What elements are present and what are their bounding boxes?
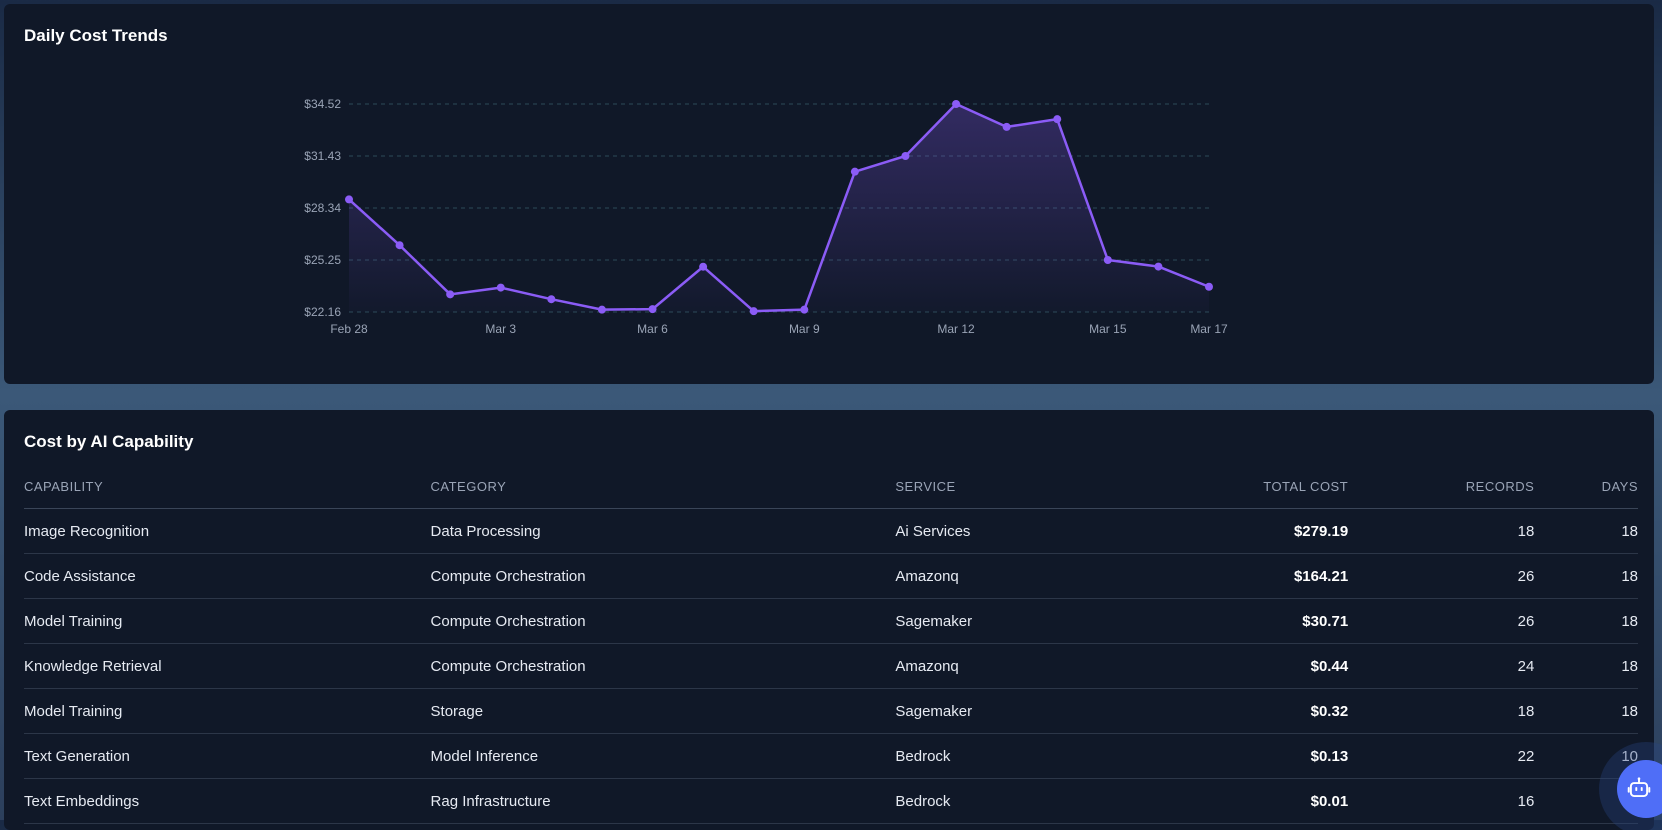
- table-row: Text Embeddings Rag Infrastructure Bedro…: [24, 778, 1638, 824]
- table-row: Knowledge Retrieval Compute Orchestratio…: [24, 643, 1638, 689]
- data-point[interactable]: [699, 262, 708, 271]
- cell-total-cost: $0.32: [1197, 688, 1349, 734]
- table-row: Code Assistance Compute Orchestration Am…: [24, 553, 1638, 599]
- header-total-cost[interactable]: TOTAL COST: [1197, 464, 1349, 509]
- cell-records: 18: [1348, 508, 1535, 554]
- table-header-row: CAPABILITY CATEGORY SERVICE TOTAL COST R…: [24, 464, 1638, 509]
- cell-days: 18: [1534, 508, 1638, 554]
- cell-capability: Code Assistance: [24, 553, 431, 599]
- daily-cost-chart: $22.16 $25.25 $28.34 $31.43 $34.52 Feb 28 Mar …: [304, 97, 1228, 336]
- cell-category: Data Processing: [430, 508, 896, 554]
- cell-days: 10: [1534, 733, 1638, 779]
- data-point[interactable]: [1103, 256, 1112, 264]
- cell-category: Compute Orchestration: [430, 598, 896, 644]
- cell-records: 24: [1348, 643, 1535, 689]
- ai-assistant-button[interactable]: [1617, 760, 1662, 818]
- cell-total-cost: $0.13: [1197, 733, 1349, 779]
- data-point[interactable]: [597, 305, 606, 314]
- cell-service: Bedrock: [895, 733, 1198, 779]
- data-point[interactable]: [749, 307, 758, 316]
- cell-service: Ai Services: [895, 508, 1198, 554]
- cell-days: 18: [1534, 553, 1638, 599]
- x-tick-label: Mar 12: [937, 322, 975, 336]
- header-records[interactable]: RECORDS: [1348, 464, 1535, 509]
- y-tick-label: $31.43: [304, 149, 341, 163]
- data-point[interactable]: [1154, 262, 1163, 271]
- x-tick-label: Mar 6: [637, 322, 668, 336]
- header-capability[interactable]: CAPABILITY: [24, 464, 431, 509]
- cell-category: Rag Infrastructure: [430, 778, 896, 824]
- cell-category: Model Inference: [430, 733, 896, 779]
- cell-total-cost: $279.19: [1197, 508, 1349, 554]
- cell-days: 18: [1534, 598, 1638, 644]
- cell-days: 18: [1534, 643, 1638, 689]
- data-point[interactable]: [952, 100, 961, 108]
- header-category[interactable]: CATEGORY: [430, 464, 896, 509]
- cell-total-cost: $0.01: [1197, 778, 1349, 824]
- cost-by-capability-card: Cost by AI Capability CAPABILITY CATEGOR…: [4, 410, 1654, 830]
- cell-records: 16: [1348, 778, 1535, 824]
- cell-category: Compute Orchestration: [430, 643, 896, 689]
- data-point[interactable]: [547, 295, 556, 304]
- x-tick-label: Feb 28: [330, 322, 368, 336]
- y-tick-label: $25.25: [304, 253, 341, 267]
- cell-total-cost: $164.21: [1197, 553, 1349, 599]
- data-point[interactable]: [496, 283, 505, 292]
- y-tick-label: $22.16: [304, 305, 341, 319]
- data-point[interactable]: [345, 195, 353, 204]
- cell-records: 18: [1348, 688, 1535, 734]
- cell-category: Compute Orchestration: [430, 553, 896, 599]
- cell-total-cost: $30.71: [1197, 598, 1349, 644]
- cost-area-fill: [349, 104, 1209, 312]
- y-tick-label: $34.52: [304, 97, 341, 111]
- cell-capability: Image Recognition: [24, 508, 431, 554]
- cell-service: Amazonq: [895, 643, 1198, 689]
- data-point[interactable]: [850, 167, 859, 176]
- data-point[interactable]: [648, 305, 657, 314]
- cell-capability: Text Generation: [24, 733, 431, 779]
- x-tick-label: Mar 9: [789, 322, 820, 336]
- cell-total-cost: $0.44: [1197, 643, 1349, 689]
- data-point[interactable]: [1002, 122, 1011, 131]
- robot-icon: [1627, 777, 1651, 798]
- table-row: Model Training Compute Orchestration Sag…: [24, 598, 1638, 644]
- x-tick-label: Mar 17: [1190, 322, 1228, 336]
- table-row: Image Recognition Data Processing Ai Ser…: [24, 508, 1638, 554]
- data-point[interactable]: [1053, 115, 1062, 124]
- data-point[interactable]: [800, 305, 809, 314]
- cell-capability: Knowledge Retrieval: [24, 643, 431, 689]
- x-tick-label: Mar 15: [1089, 322, 1127, 336]
- cell-service: Bedrock: [895, 778, 1198, 824]
- table-title: Cost by AI Capability: [24, 432, 194, 451]
- cell-capability: Model Training: [24, 688, 431, 734]
- cell-category: Storage: [430, 688, 896, 734]
- table-row: Text Generation Model Inference Bedrock …: [24, 733, 1638, 779]
- daily-cost-trends-card: Daily Cost Trends $22.16 $25.25 $28.34 $31.…: [4, 4, 1654, 384]
- header-service[interactable]: SERVICE: [895, 464, 1198, 509]
- cell-records: 26: [1348, 598, 1535, 644]
- y-tick-label: $28.34: [304, 201, 341, 215]
- header-days[interactable]: DAYS: [1534, 464, 1638, 509]
- capability-cost-table: CAPABILITY CATEGORY SERVICE TOTAL COST R…: [24, 464, 1638, 824]
- cost-line: [348, 102, 1210, 313]
- cell-service: Sagemaker: [895, 598, 1198, 644]
- data-point[interactable]: [395, 241, 404, 250]
- cell-service: Amazonq: [895, 553, 1198, 599]
- data-point[interactable]: [446, 290, 455, 299]
- cell-capability: Text Embeddings: [24, 778, 431, 824]
- x-tick-label: Mar 3: [485, 322, 516, 336]
- chart-title: Daily Cost Trends: [24, 26, 168, 45]
- cell-service: Sagemaker: [895, 688, 1198, 734]
- data-point[interactable]: [901, 152, 910, 160]
- data-point[interactable]: [1205, 282, 1213, 291]
- cell-capability: Model Training: [24, 598, 431, 644]
- cell-records: 26: [1348, 553, 1535, 599]
- cell-days: 18: [1534, 688, 1638, 734]
- cell-records: 22: [1348, 733, 1535, 779]
- table-row: Model Training Storage Sagemaker $0.32 1…: [24, 688, 1638, 734]
